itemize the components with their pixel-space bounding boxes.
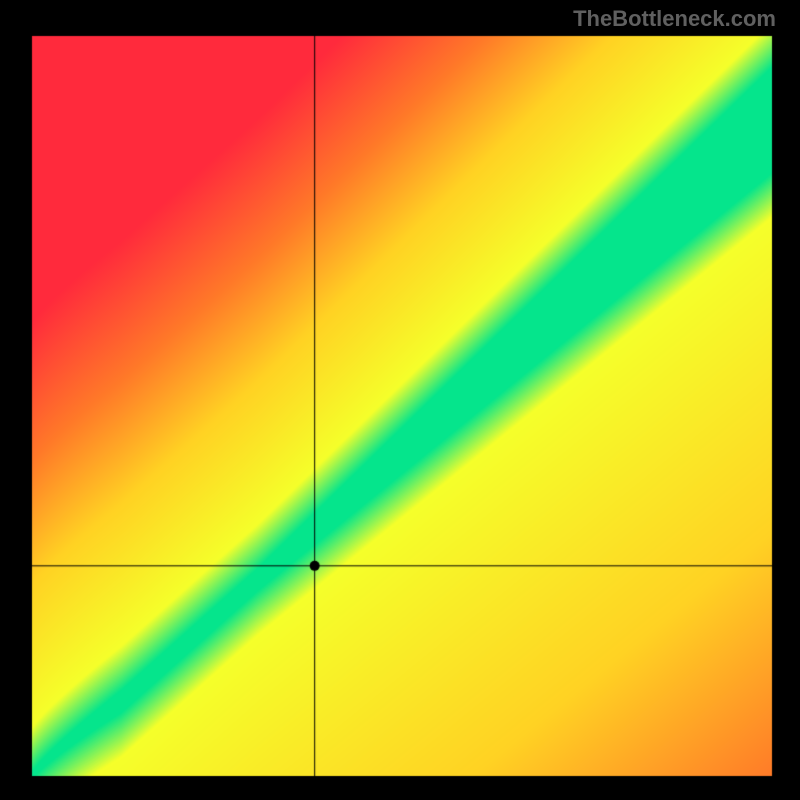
- bottleneck-heatmap: [0, 0, 800, 800]
- chart-container: TheBottleneck.com: [0, 0, 800, 800]
- watermark-text: TheBottleneck.com: [573, 6, 776, 32]
